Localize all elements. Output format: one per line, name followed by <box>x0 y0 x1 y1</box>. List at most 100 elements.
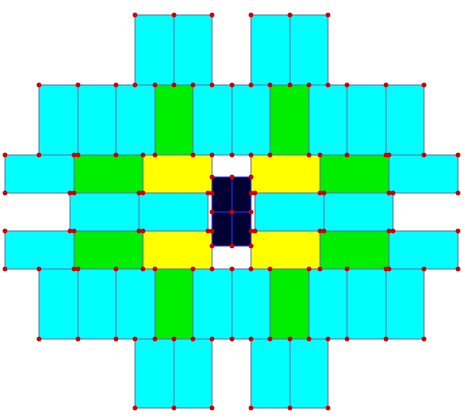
grid-node <box>344 266 350 272</box>
grid-node <box>71 228 77 234</box>
center-tile <box>231 176 252 213</box>
grid-node <box>67 190 73 196</box>
cyan-tile <box>38 84 79 156</box>
grid-node <box>344 152 350 158</box>
grid-node <box>140 228 146 234</box>
cyan-tile <box>388 230 459 270</box>
grid-node <box>306 336 312 342</box>
grid-node <box>421 266 427 272</box>
grid-node <box>229 266 235 272</box>
grid-node <box>209 228 215 234</box>
cyan-tile <box>250 338 291 409</box>
grid-node <box>36 152 42 158</box>
grid-node <box>455 152 461 158</box>
grid-node <box>287 405 293 411</box>
grid-node <box>287 12 293 18</box>
cyan-tile <box>192 268 233 340</box>
grid-node <box>209 12 215 18</box>
grid-node <box>190 266 196 272</box>
cyan-tile <box>385 268 425 340</box>
grid-node <box>152 152 158 158</box>
grid-node <box>229 336 235 342</box>
grid-node <box>190 82 196 88</box>
cyan-tile <box>231 268 271 340</box>
grid-node <box>267 336 273 342</box>
grid-node <box>383 82 389 88</box>
grid-node <box>2 190 8 196</box>
cyan-tile <box>138 192 209 232</box>
grid-node <box>248 174 254 180</box>
green-tile <box>269 268 310 340</box>
grid-node <box>421 152 427 158</box>
grid-node <box>36 336 42 342</box>
grid-node <box>205 190 211 196</box>
tiles-layer <box>4 14 459 409</box>
grid-node <box>152 82 158 88</box>
grid-node <box>113 336 119 342</box>
grid-node <box>132 12 138 18</box>
cyan-tile <box>192 84 233 156</box>
grid-node <box>190 336 196 342</box>
grid-node <box>229 209 235 215</box>
grid-node <box>132 405 138 411</box>
grid-node <box>455 190 461 196</box>
grid-node <box>229 82 235 88</box>
grid-node <box>229 243 235 249</box>
grid-node <box>248 243 254 249</box>
grid-node <box>386 228 392 234</box>
grid-node <box>321 190 327 196</box>
grid-node <box>209 405 215 411</box>
grid-node <box>2 266 8 272</box>
grid-node <box>325 82 331 88</box>
grid-node <box>248 209 254 215</box>
grid-node <box>267 152 273 158</box>
grid-node <box>248 336 254 342</box>
center-tile <box>211 211 233 247</box>
grid-node <box>229 152 235 158</box>
cyan-tile <box>77 84 117 156</box>
grid-node <box>75 266 81 272</box>
cyan-tile <box>346 84 387 156</box>
center-tile <box>231 211 252 247</box>
cyan-tile <box>388 154 459 194</box>
grid-node <box>2 228 8 234</box>
grid-node <box>306 82 312 88</box>
grid-node <box>209 174 215 180</box>
grid-node <box>152 336 158 342</box>
grid-node <box>383 336 389 342</box>
cyan-tile <box>346 268 387 340</box>
cyan-tile <box>254 192 325 232</box>
grid-node <box>209 243 215 249</box>
grid-node <box>36 82 42 88</box>
grid-node <box>67 228 73 234</box>
grid-node <box>190 152 196 158</box>
grid-node <box>205 228 211 234</box>
cyan-tile <box>173 14 213 86</box>
grid-node <box>248 82 254 88</box>
grid-node <box>75 152 81 158</box>
cyan-tile <box>323 192 394 232</box>
grid-node <box>317 266 323 272</box>
grid-node <box>36 266 42 272</box>
grid-node <box>140 190 146 196</box>
cyan-tile <box>250 14 291 86</box>
grid-node <box>209 336 215 342</box>
grid-node <box>248 266 254 272</box>
grid-node <box>421 336 427 342</box>
yellow-tile <box>250 230 321 270</box>
grid-node <box>252 190 258 196</box>
grid-node <box>344 336 350 342</box>
grid-node <box>229 174 235 180</box>
grid-node <box>455 266 461 272</box>
grid-node <box>136 190 142 196</box>
grid-node <box>132 82 138 88</box>
grid-node <box>75 82 81 88</box>
grid-node <box>209 209 215 215</box>
cyan-tile <box>115 84 156 156</box>
cyan-tile <box>231 84 271 156</box>
grid-node <box>71 190 77 196</box>
grid-node <box>209 190 215 196</box>
grid-node <box>287 82 293 88</box>
